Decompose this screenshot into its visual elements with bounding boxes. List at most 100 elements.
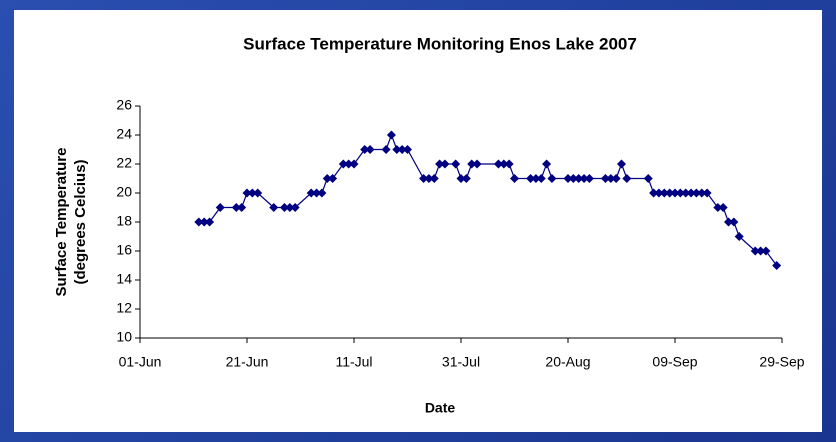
data-point bbox=[563, 174, 573, 183]
data-point bbox=[542, 159, 552, 169]
data-point bbox=[691, 188, 701, 198]
data-point bbox=[429, 174, 439, 183]
data-point bbox=[397, 145, 407, 154]
x-tick-label: 11-Jul bbox=[335, 354, 372, 370]
data-point bbox=[231, 203, 241, 212]
data-point bbox=[617, 159, 626, 169]
data-point bbox=[290, 203, 300, 212]
data-point bbox=[734, 232, 744, 241]
data-point bbox=[424, 174, 434, 183]
data-point bbox=[606, 174, 616, 183]
data-point bbox=[568, 174, 578, 183]
data-point bbox=[381, 145, 391, 154]
data-point bbox=[686, 188, 696, 198]
data-point bbox=[247, 188, 257, 198]
data-point bbox=[349, 159, 359, 169]
data-point bbox=[622, 174, 632, 183]
data-point bbox=[419, 174, 429, 183]
data-point bbox=[600, 174, 610, 183]
data-point bbox=[724, 217, 733, 227]
y-tick-label: 10 bbox=[116, 329, 132, 345]
data-point bbox=[643, 174, 653, 183]
data-point bbox=[510, 174, 519, 183]
data-point bbox=[697, 188, 707, 198]
data-point bbox=[312, 188, 322, 198]
data-point bbox=[681, 188, 691, 198]
data-point bbox=[574, 174, 584, 183]
data-point bbox=[451, 159, 461, 169]
data-point bbox=[322, 174, 332, 183]
data-point bbox=[467, 159, 477, 169]
data-point bbox=[718, 203, 728, 212]
data-point bbox=[531, 174, 541, 183]
data-point bbox=[584, 174, 594, 183]
data-point bbox=[194, 217, 204, 227]
chart-title: Surface Temperature Monitoring Enos Lake… bbox=[243, 34, 637, 53]
x-tick-label: 20-Aug bbox=[545, 354, 590, 370]
data-point bbox=[386, 130, 396, 140]
data-point bbox=[205, 217, 215, 227]
data-point bbox=[344, 159, 354, 169]
data-point bbox=[547, 174, 557, 183]
data-point bbox=[403, 145, 412, 154]
data-point bbox=[729, 217, 739, 227]
data-point bbox=[328, 174, 338, 183]
data-point bbox=[493, 159, 503, 169]
data-point bbox=[713, 203, 723, 212]
data-point bbox=[456, 174, 466, 183]
y-tick-label: 12 bbox=[116, 300, 132, 316]
data-point bbox=[242, 188, 252, 198]
data-point bbox=[649, 188, 659, 198]
y-tick-label: 20 bbox=[116, 184, 132, 200]
data-point bbox=[756, 246, 766, 256]
y-axis-label: (degrees Celcius) bbox=[72, 159, 89, 284]
data-point bbox=[199, 217, 209, 227]
y-axis-label: Surface Temperature bbox=[53, 148, 70, 297]
data-point bbox=[279, 203, 289, 212]
data-point bbox=[360, 145, 370, 154]
data-point bbox=[306, 188, 316, 198]
data-point bbox=[365, 145, 375, 154]
x-tick-label: 09-Sep bbox=[652, 354, 697, 370]
data-point bbox=[472, 159, 482, 169]
data-point bbox=[461, 174, 471, 183]
data-point bbox=[665, 188, 675, 198]
data-point bbox=[499, 159, 509, 169]
data-point bbox=[269, 203, 279, 212]
data-point bbox=[440, 159, 450, 169]
data-point bbox=[675, 188, 685, 198]
data-point bbox=[579, 174, 589, 183]
data-point bbox=[772, 261, 782, 270]
x-axis-label: Date bbox=[425, 400, 456, 416]
data-point bbox=[536, 174, 546, 183]
data-point bbox=[504, 159, 514, 169]
data-point bbox=[702, 188, 712, 198]
y-tick-label: 24 bbox=[116, 126, 132, 142]
x-tick-label: 29-Sep bbox=[759, 354, 804, 370]
data-point bbox=[761, 246, 771, 256]
data-point bbox=[750, 246, 760, 256]
data-point bbox=[526, 174, 536, 183]
data-point bbox=[392, 145, 402, 154]
y-tick-label: 16 bbox=[116, 242, 132, 258]
y-tick-label: 22 bbox=[116, 155, 132, 171]
data-point bbox=[317, 188, 327, 198]
y-tick-label: 18 bbox=[116, 213, 132, 229]
data-point bbox=[659, 188, 669, 198]
x-tick-label: 21-Jun bbox=[226, 354, 269, 370]
data-point bbox=[253, 188, 263, 198]
data-point bbox=[285, 203, 295, 212]
data-point bbox=[237, 203, 247, 212]
x-tick-label: 31-Jul bbox=[442, 354, 480, 370]
data-point bbox=[654, 188, 664, 198]
x-tick-label: 01-Jun bbox=[119, 354, 162, 370]
data-point bbox=[611, 174, 621, 183]
chart-panel bbox=[14, 10, 822, 432]
y-tick-label: 14 bbox=[116, 271, 132, 287]
data-point bbox=[670, 188, 680, 198]
data-point bbox=[435, 159, 445, 169]
data-point bbox=[215, 203, 225, 212]
data-point bbox=[338, 159, 348, 169]
